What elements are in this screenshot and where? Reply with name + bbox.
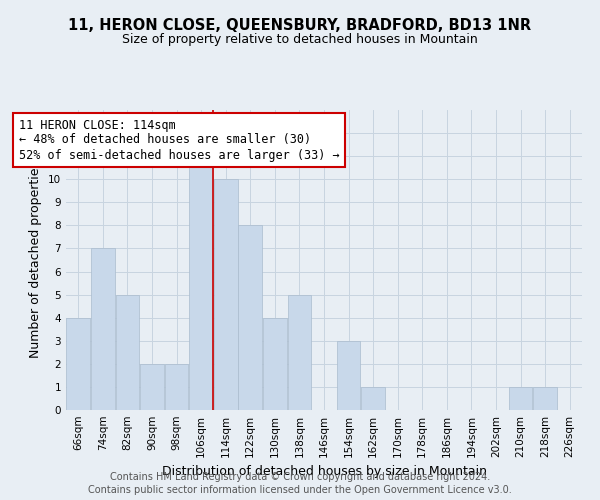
Bar bbox=[509, 387, 532, 410]
Bar bbox=[116, 294, 139, 410]
Bar bbox=[238, 226, 262, 410]
Bar bbox=[287, 294, 311, 410]
Bar bbox=[67, 318, 90, 410]
Text: Size of property relative to detached houses in Mountain: Size of property relative to detached ho… bbox=[122, 32, 478, 46]
Bar bbox=[361, 387, 385, 410]
Bar bbox=[533, 387, 557, 410]
Bar bbox=[214, 179, 238, 410]
Bar bbox=[165, 364, 188, 410]
Bar bbox=[263, 318, 287, 410]
Bar bbox=[337, 341, 361, 410]
Text: 11 HERON CLOSE: 114sqm
← 48% of detached houses are smaller (30)
52% of semi-det: 11 HERON CLOSE: 114sqm ← 48% of detached… bbox=[19, 118, 340, 162]
Text: Contains HM Land Registry data © Crown copyright and database right 2024.: Contains HM Land Registry data © Crown c… bbox=[110, 472, 490, 482]
Bar bbox=[190, 156, 213, 410]
Text: Contains public sector information licensed under the Open Government Licence v3: Contains public sector information licen… bbox=[88, 485, 512, 495]
Y-axis label: Number of detached properties: Number of detached properties bbox=[29, 162, 43, 358]
Bar bbox=[91, 248, 115, 410]
Text: 11, HERON CLOSE, QUEENSBURY, BRADFORD, BD13 1NR: 11, HERON CLOSE, QUEENSBURY, BRADFORD, B… bbox=[68, 18, 532, 32]
X-axis label: Distribution of detached houses by size in Mountain: Distribution of detached houses by size … bbox=[161, 466, 487, 478]
Bar bbox=[140, 364, 164, 410]
